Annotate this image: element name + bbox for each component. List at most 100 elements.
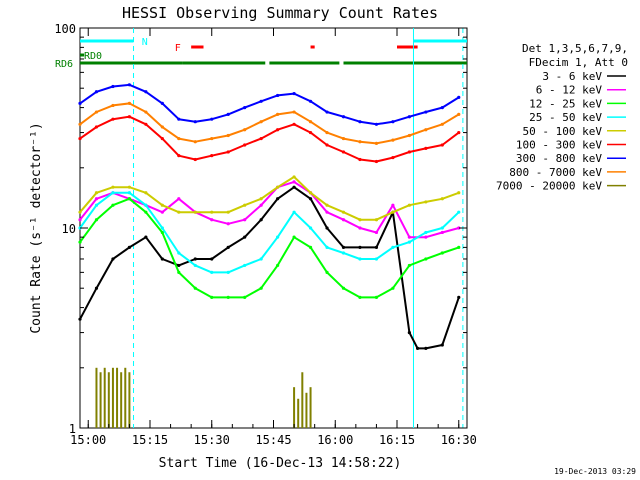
series-point <box>78 240 82 244</box>
legend-entry-label: 6 - 12 keV <box>536 84 603 97</box>
series-point <box>391 286 395 290</box>
legend-header: Det 1,3,5,6,7,9, <box>522 42 628 55</box>
series-point <box>374 295 379 299</box>
series-point <box>325 130 329 135</box>
series-point <box>424 128 428 132</box>
series-point <box>308 191 313 195</box>
series-point <box>111 191 115 195</box>
x-tick-label: 15:30 <box>194 433 230 447</box>
series-point <box>160 210 164 214</box>
series-point <box>127 101 132 105</box>
series-point <box>259 99 263 103</box>
series-point <box>391 120 395 124</box>
series-point <box>292 110 296 114</box>
series-point <box>276 197 280 201</box>
series-point <box>325 203 329 207</box>
series-point <box>193 257 197 261</box>
series-point <box>276 128 280 132</box>
series-point <box>457 210 461 214</box>
series-point <box>440 251 444 255</box>
series-point <box>243 203 247 207</box>
series-point <box>111 203 115 207</box>
series-point <box>292 180 296 184</box>
legend-entry-label: 50 - 100 keV <box>523 125 603 138</box>
series-point <box>407 203 411 207</box>
series-point <box>160 203 164 207</box>
series-point <box>226 222 230 226</box>
series-point <box>308 99 313 103</box>
series-point <box>276 112 280 116</box>
chart-title: HESSI Observing Summary Count Rates <box>122 4 438 22</box>
series-point <box>127 185 132 189</box>
series-point <box>415 346 420 351</box>
flag-label-f: F <box>175 43 181 54</box>
series-point <box>226 133 230 138</box>
x-tick-label: 16:15 <box>379 433 415 447</box>
series-point <box>94 203 99 207</box>
generation-timestamp: 19-Dec-2013 03:29 <box>554 467 636 476</box>
series-point <box>374 141 379 145</box>
series-point <box>424 200 428 204</box>
series-point <box>78 317 82 321</box>
y-tick-label: 10 <box>62 222 76 236</box>
flag-bars: RD6 RD0 N F <box>55 28 467 428</box>
series-point <box>374 245 379 249</box>
series-line <box>79 191 460 274</box>
series-point <box>177 263 181 268</box>
series-point <box>308 130 313 135</box>
series-point <box>341 251 346 255</box>
series-point <box>276 235 280 239</box>
series-8 <box>95 367 312 428</box>
series-point <box>243 218 247 222</box>
series-point <box>407 115 411 119</box>
series-point <box>391 203 395 207</box>
y-tick-label: 1 <box>69 422 76 436</box>
series-point <box>243 235 247 239</box>
series-point <box>144 210 148 214</box>
series-point <box>78 101 82 105</box>
series-point <box>292 235 296 239</box>
series-point <box>358 157 362 162</box>
series-point <box>127 245 132 249</box>
series-point <box>78 122 82 126</box>
series-point <box>210 136 214 141</box>
series-point <box>374 122 379 126</box>
series-point <box>358 257 362 261</box>
legend-entry-label: 7000 - 20000 keV <box>496 180 602 193</box>
y-axis-label: Count Rate (s⁻¹ detector⁻¹) <box>29 122 44 333</box>
series-7 <box>78 101 461 145</box>
series-point <box>193 120 197 124</box>
series-point <box>407 263 411 268</box>
series-point <box>440 122 444 126</box>
series-point <box>127 197 132 201</box>
series-point <box>308 245 313 249</box>
series-point <box>243 143 247 147</box>
series-point <box>424 110 428 114</box>
series-point <box>210 270 214 274</box>
series-point <box>259 286 263 290</box>
legend-entry-label: 12 - 25 keV <box>529 97 602 110</box>
series-point <box>259 197 263 201</box>
series-point <box>325 270 329 274</box>
series-2 <box>78 197 461 299</box>
series-point <box>325 143 329 147</box>
x-tick-label: 15:15 <box>132 433 168 447</box>
series-layer <box>78 83 461 428</box>
series-point <box>144 235 148 239</box>
series-point <box>358 140 362 144</box>
series-point <box>210 210 214 214</box>
series-point <box>127 191 132 195</box>
series-point <box>341 150 346 154</box>
legend-entry-label: 25 - 50 keV <box>529 111 602 124</box>
series-point <box>94 125 99 129</box>
series-point <box>407 150 411 154</box>
series-point <box>193 140 197 144</box>
flag-label-n: N <box>142 37 148 48</box>
series-point <box>210 218 214 222</box>
legend-header: FDecim 1, Att 0 <box>529 56 628 69</box>
series-point <box>160 125 164 129</box>
series-5 <box>78 115 461 164</box>
series-point <box>292 185 296 189</box>
series-point <box>457 130 461 135</box>
series-point <box>94 286 99 290</box>
